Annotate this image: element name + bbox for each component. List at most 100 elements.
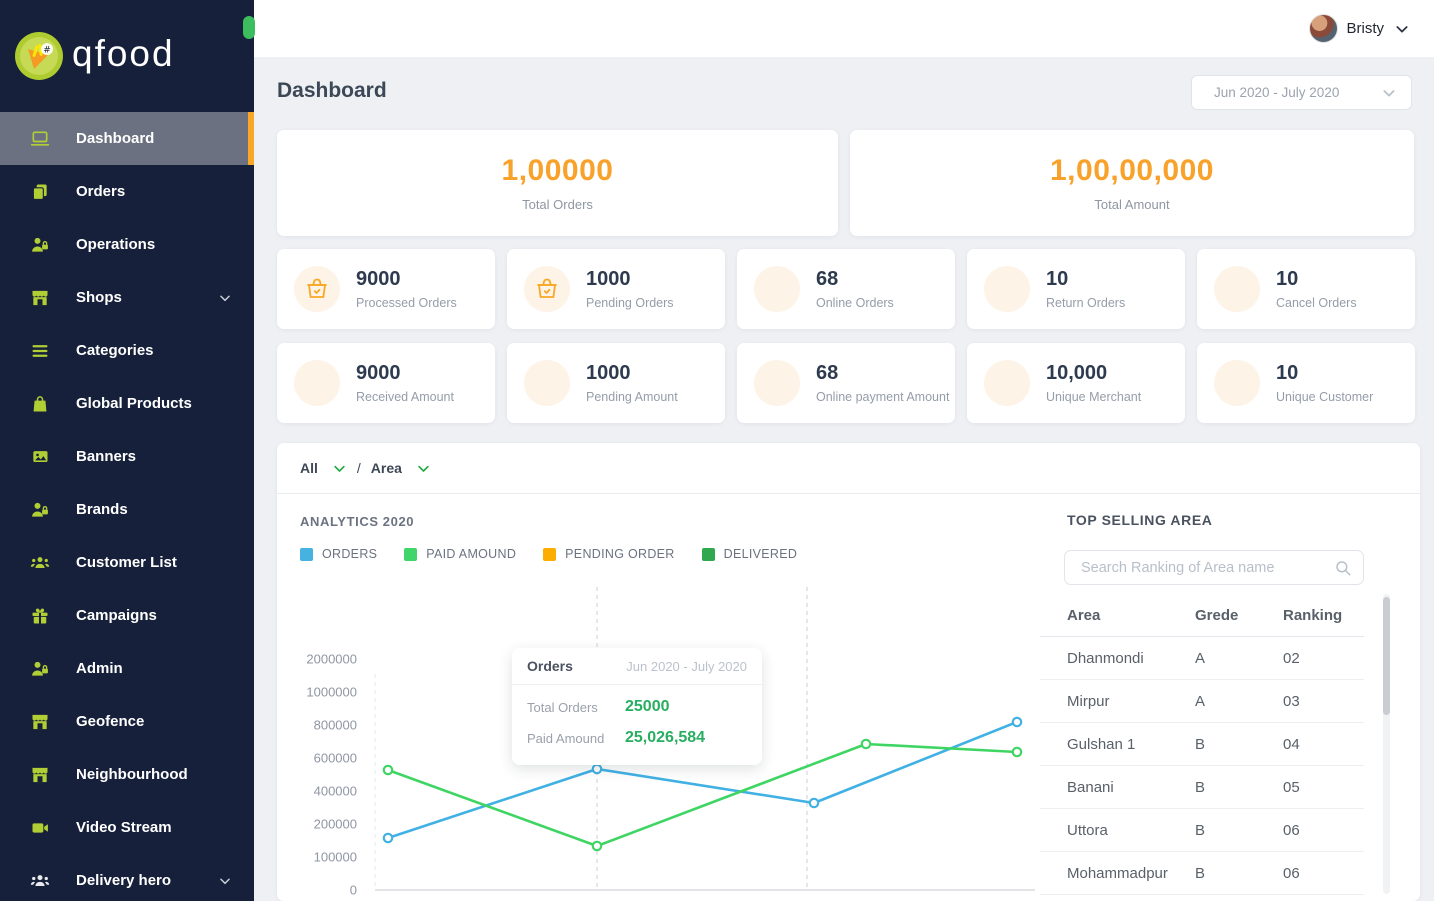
stat-label: Unique Customer (1276, 390, 1374, 404)
total-orders-value: 1,00000 (501, 154, 614, 187)
data-point-marker (382, 764, 394, 776)
tooltip-row-value: 25,026,584 (625, 729, 706, 746)
table-row: Banani B 05 (1040, 766, 1364, 809)
sidebar-item-global-products[interactable]: Global Products (0, 377, 254, 430)
image-icon (30, 447, 50, 467)
sidebar-item-video-stream[interactable]: Video Stream (0, 801, 254, 854)
stat-icon-circle (754, 266, 800, 312)
page-title: Dashboard (277, 79, 387, 102)
sidebar-item-label: Global Products (76, 395, 192, 412)
filter-all-label: All (300, 460, 318, 476)
chevron-down-icon (218, 291, 232, 305)
stat-icon-circle (984, 266, 1030, 312)
stat-label: Pending Amount (586, 390, 678, 404)
y-axis-tick: 200000 (314, 817, 357, 832)
cell-ranking: 05 (1283, 778, 1300, 796)
sidebar-item-label: Customer List (76, 554, 177, 571)
date-range-value: Jun 2020 - July 2020 (1214, 85, 1340, 100)
sidebar-item-label: Admin (76, 660, 123, 677)
user-name[interactable]: Bristy (1346, 20, 1385, 37)
stat-value: 10 (1046, 268, 1069, 290)
chevron-down-icon (1381, 85, 1397, 101)
data-point-marker (382, 832, 394, 844)
y-axis-tick: 1000000 (306, 685, 357, 700)
stat-icon-circle (294, 266, 340, 312)
cell-grede: A (1195, 649, 1206, 667)
legend-item-orders: ORDERS (300, 547, 377, 561)
cell-area: Gulshan 1 (1067, 735, 1136, 753)
analytics-panel: All / Area ANALYTICS 2020 ORDERS PAID AM… (277, 443, 1420, 901)
cell-grede: B (1195, 735, 1206, 753)
cell-ranking: 03 (1283, 692, 1300, 710)
top-selling-area-panel: TOP SELLING AREA Area Grede Ranking Dhan… (1040, 494, 1420, 901)
sidebar-item-orders[interactable]: Orders (0, 165, 254, 218)
scrollbar-thumb[interactable] (1383, 597, 1390, 715)
analytics-line-chart: 2000000100000080000060000040000020000010… (306, 587, 1035, 898)
sidebar-item-label: Video Stream (76, 819, 172, 836)
y-axis-tick: 800000 (314, 718, 357, 733)
sidebar-item-banners[interactable]: Banners (0, 430, 254, 483)
tooltip-period: Jun 2020 - July 2020 (626, 658, 747, 674)
stat-value: 68 (816, 268, 839, 290)
sidebar-item-operations[interactable]: Operations (0, 218, 254, 271)
sidebar-item-label: Orders (76, 183, 126, 200)
sidebar-item-admin[interactable]: Admin (0, 642, 254, 695)
cell-area: Dhanmondi (1067, 649, 1144, 667)
legend-label: ORDERS (322, 547, 378, 561)
sidebar-item-dashboard[interactable]: Dashboard (0, 112, 254, 165)
chart-tooltip: Orders Jun 2020 - July 2020 Total Orders… (512, 648, 762, 765)
sidebar-item-delivery-hero[interactable]: Delivery hero (0, 854, 254, 901)
brand-logo: # qfood (0, 0, 254, 112)
sidebar-item-shops[interactable]: Shops (0, 271, 254, 324)
sidebar-item-label: Banners (76, 448, 137, 465)
sidebar-toggle-handle[interactable] (243, 16, 255, 39)
date-range-select[interactable]: Jun 2020 - July 2020 (1191, 75, 1412, 110)
chart-legend: ORDERS PAID AMOUND PENDING ORDER DELIVER… (300, 547, 824, 561)
sidebar-item-neighbourhood[interactable]: Neighbourhood (0, 748, 254, 801)
area-search-input[interactable] (1065, 551, 1363, 584)
stat-label: Unique Merchant (1046, 390, 1142, 404)
search-icon (1334, 559, 1352, 577)
stat-icon-circle (1214, 360, 1260, 406)
cell-ranking: 06 (1283, 821, 1300, 839)
legend-swatch (543, 547, 557, 561)
stat-card-online-orders: 68 Online Orders (737, 249, 955, 329)
stat-card-unique-customer: 10 Unique Customer (1197, 343, 1415, 423)
cell-ranking: 06 (1283, 864, 1300, 882)
total-orders-label: Total Orders (522, 197, 593, 212)
total-amount-value: 1,00,00,000 (1050, 154, 1214, 187)
stat-card-return-orders: 10 Return Orders (967, 249, 1185, 329)
brand-name: qfood (72, 33, 175, 74)
cell-area: Banani (1067, 778, 1114, 796)
tooltip-series: Orders (527, 658, 573, 674)
sidebar-item-campaigns[interactable]: Campaigns (0, 589, 254, 642)
legend-item-delivered: DELIVERED (701, 547, 798, 561)
stat-card-cancel-orders: 10 Cancel Orders (1197, 249, 1415, 329)
total-orders-card: 1,00000 Total Orders (277, 130, 838, 236)
tooltip-row-value: 25000 (625, 698, 670, 715)
bag-icon (30, 394, 50, 414)
stat-card-received-amount: 9000 Received Amount (277, 343, 495, 423)
legend-swatch (404, 547, 418, 561)
sidebar-item-brands[interactable]: Brands (0, 483, 254, 536)
stat-card-processed-orders: 9000 Processed Orders (277, 249, 495, 329)
stat-icon-circle (1214, 266, 1260, 312)
ranking-table: Area Grede Ranking Dhanmondi A 02 Mirpur… (1040, 594, 1364, 895)
geofence-icon (30, 712, 50, 732)
cell-grede: B (1195, 821, 1206, 839)
sidebar-item-customer-list[interactable]: Customer List (0, 536, 254, 589)
sidebar: # qfood Dashboard Orders Operations Shop… (0, 0, 255, 901)
user-avatar[interactable] (1308, 14, 1338, 43)
table-row: Gulshan 1 B 04 (1040, 723, 1364, 766)
stat-icon-circle (524, 266, 570, 312)
sidebar-item-categories[interactable]: Categories (0, 324, 254, 377)
total-amount-label: Total Amount (1094, 197, 1170, 212)
people-icon (30, 553, 50, 573)
shop-icon (30, 288, 50, 308)
brand-logo-icon: # (14, 31, 64, 81)
sidebar-item-geofence[interactable]: Geofence (0, 695, 254, 748)
topbar: Bristy (254, 0, 1434, 57)
filter-area-dropdown[interactable]: Area (371, 460, 431, 476)
user-menu-chevron-icon[interactable] (1394, 21, 1410, 37)
filter-all-dropdown[interactable]: All (300, 460, 347, 476)
